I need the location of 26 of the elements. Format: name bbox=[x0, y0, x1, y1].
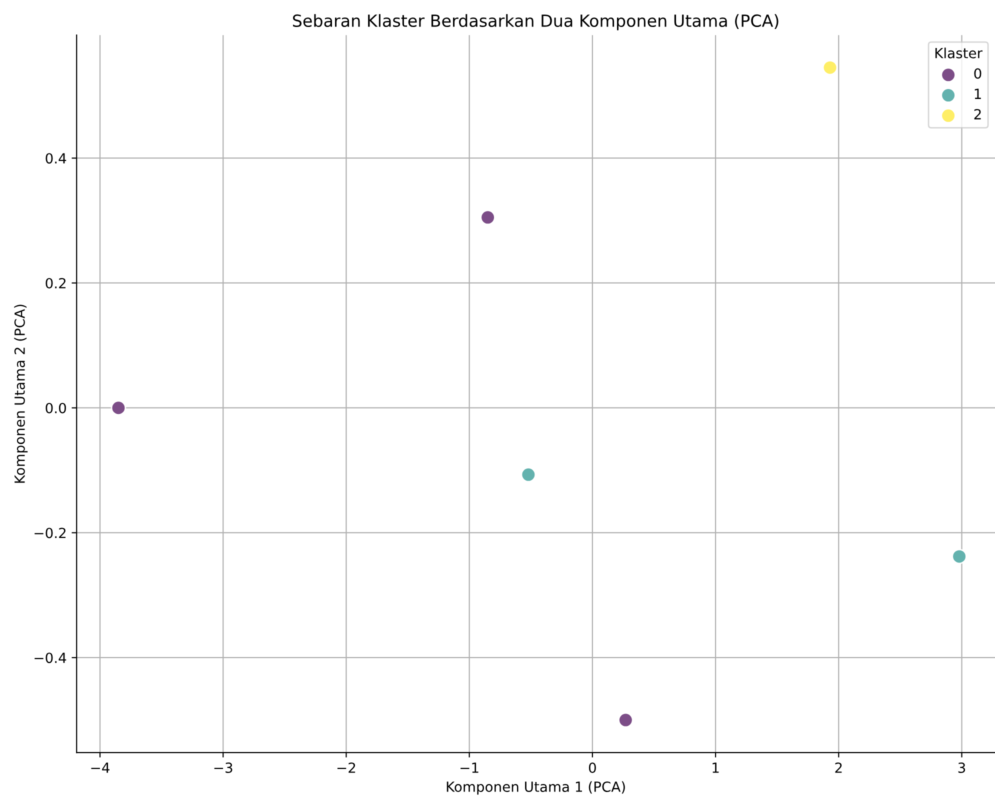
x-axis-title: Komponen Utama 1 (PCA) bbox=[446, 781, 625, 795]
y-tick-label: 0.0 bbox=[46, 402, 66, 414]
x-tick-label: 0 bbox=[588, 762, 596, 773]
legend-label: 0 bbox=[974, 68, 982, 79]
legend-label: 2 bbox=[974, 109, 981, 120]
x-tick-label: −3 bbox=[214, 762, 232, 773]
point bbox=[822, 60, 838, 76]
x-tick-label: 1 bbox=[712, 762, 719, 773]
y-tick-label: 0.2 bbox=[46, 278, 66, 288]
point bbox=[952, 548, 967, 564]
x-tick-label: −2 bbox=[337, 762, 356, 773]
point bbox=[520, 467, 536, 482]
point bbox=[618, 712, 634, 728]
x-tick-label: 3 bbox=[958, 762, 966, 773]
chart-title: Sebaran Klaster Berdasarkan Dua Komponen Utama (PCA) bbox=[292, 14, 778, 30]
x-tick-label: −4 bbox=[91, 762, 110, 773]
y-tick-label: 0.4 bbox=[46, 153, 66, 164]
legend-label: 1 bbox=[974, 88, 981, 99]
x-tick-label: 2 bbox=[835, 762, 842, 773]
point bbox=[480, 210, 496, 226]
legend-title: Klaster bbox=[935, 48, 982, 58]
point bbox=[110, 400, 126, 416]
x-tick-label: −1 bbox=[460, 762, 478, 773]
y-tick-label: −0.2 bbox=[34, 528, 66, 538]
y-tick-label: −0.4 bbox=[34, 652, 66, 664]
y-axis-title: Komponen Utama 2 (PCA) bbox=[14, 304, 28, 483]
